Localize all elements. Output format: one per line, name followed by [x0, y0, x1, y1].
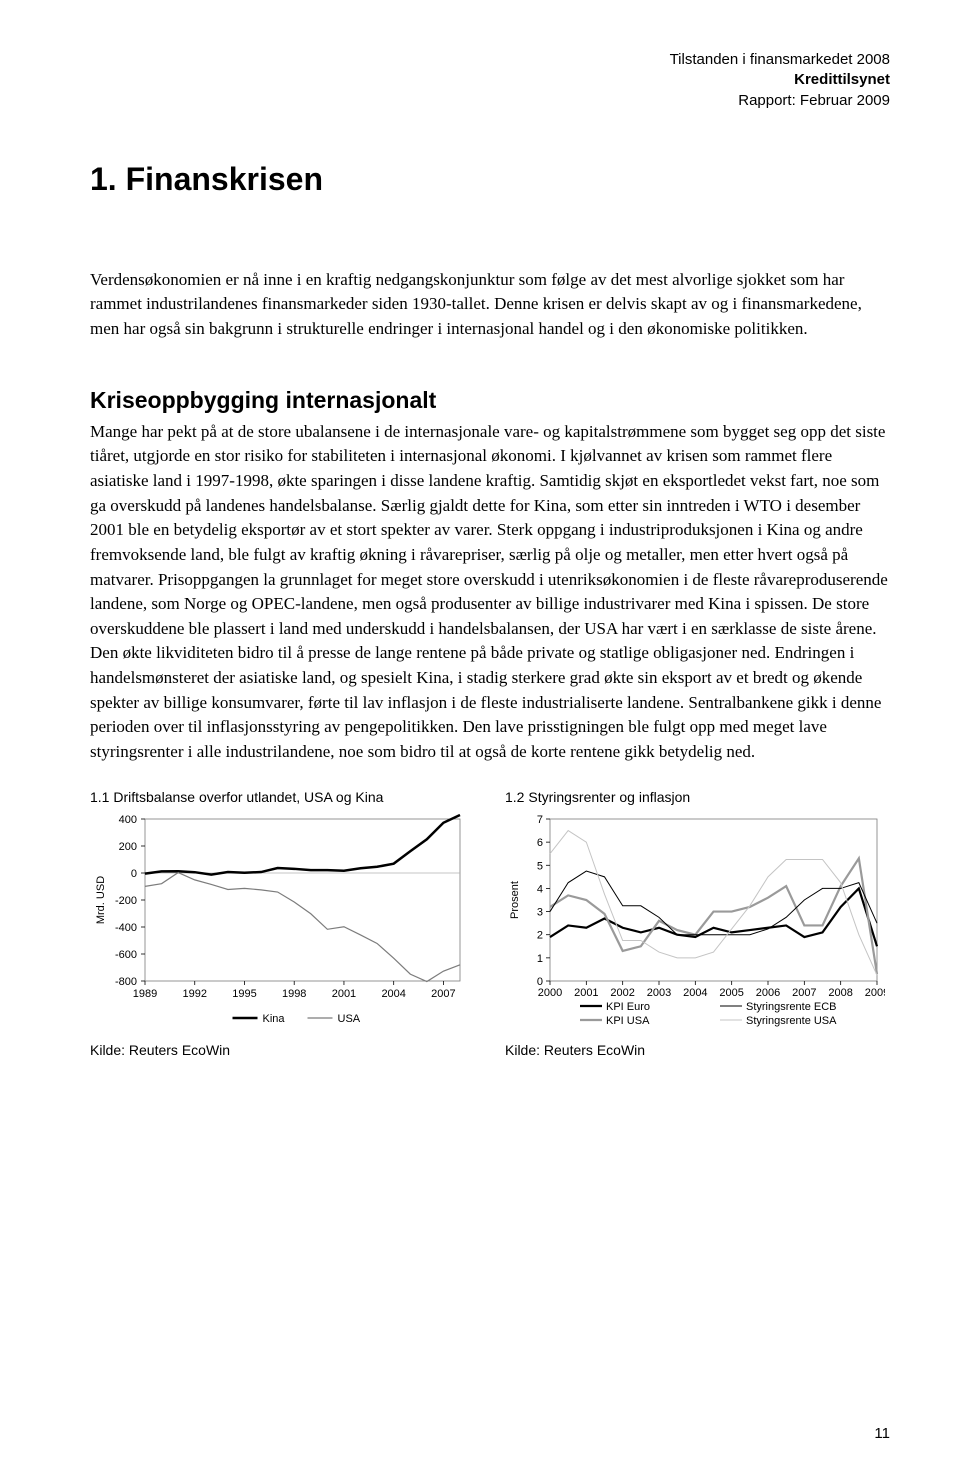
chapter-title: 1. Finanskrisen — [90, 161, 890, 198]
chart1-title: 1.1 Driftsbalanse overfor utlandet, USA … — [90, 789, 475, 805]
svg-text:2: 2 — [537, 929, 543, 941]
header-line2: Kredittilsynet — [90, 70, 890, 90]
svg-text:-200: -200 — [115, 895, 137, 907]
chart1-svg: -800 -600 -400 -200 0 200 400 1989 1992 1995 1998 2… — [90, 811, 470, 1036]
chart1-box: -800 -600 -400 -200 0 200 400 1989 1992 1995 1998 2… — [90, 811, 470, 1036]
chart1-column: 1.1 Driftsbalanse overfor utlandet, USA … — [90, 789, 475, 1058]
svg-text:Prosent: Prosent — [509, 881, 521, 919]
page-number: 11 — [874, 1425, 890, 1442]
svg-text:2009: 2009 — [865, 987, 885, 999]
svg-text:1: 1 — [537, 952, 543, 964]
svg-text:-400: -400 — [115, 922, 137, 934]
svg-text:3: 3 — [537, 906, 543, 918]
svg-text:2007: 2007 — [792, 987, 816, 999]
svg-text:2002: 2002 — [610, 987, 634, 999]
svg-text:400: 400 — [119, 814, 137, 826]
svg-text:4: 4 — [537, 883, 543, 895]
chart2-box: 0123456720002001200220032004200520062007… — [505, 811, 885, 1036]
chart2-source: Kilde: Reuters EcoWin — [505, 1042, 890, 1058]
svg-text:6: 6 — [537, 837, 543, 849]
svg-text:0: 0 — [131, 868, 137, 880]
svg-text:2001: 2001 — [574, 987, 598, 999]
svg-text:2000: 2000 — [538, 987, 562, 999]
svg-text:KPI USA: KPI USA — [606, 1015, 650, 1027]
header-line1: Tilstanden i finansmarkedet 2008 — [90, 50, 890, 70]
svg-text:2004: 2004 — [381, 988, 405, 1000]
svg-text:1995: 1995 — [232, 988, 256, 1000]
svg-text:2006: 2006 — [756, 987, 780, 999]
svg-text:1998: 1998 — [282, 988, 306, 1000]
svg-text:2005: 2005 — [719, 987, 743, 999]
svg-text:Styringsrente ECB: Styringsrente ECB — [746, 1001, 836, 1013]
svg-text:-800: -800 — [115, 976, 137, 988]
chart2-column: 1.2 Styringsrenter og inflasjon 01234567… — [505, 789, 890, 1058]
svg-text:2008: 2008 — [828, 987, 852, 999]
charts-row: 1.1 Driftsbalanse overfor utlandet, USA … — [90, 789, 890, 1058]
svg-text:2007: 2007 — [431, 988, 455, 1000]
svg-text:Kina: Kina — [263, 1013, 286, 1025]
header-line3: Rapport: Februar 2009 — [90, 91, 890, 111]
svg-text:KPI Euro: KPI Euro — [606, 1001, 650, 1013]
svg-text:Styringsrente USA: Styringsrente USA — [746, 1015, 837, 1027]
svg-text:200: 200 — [119, 841, 137, 853]
svg-text:USA: USA — [338, 1013, 361, 1025]
svg-text:1989: 1989 — [133, 988, 157, 1000]
svg-text:2003: 2003 — [647, 987, 671, 999]
chart1-source: Kilde: Reuters EcoWin — [90, 1042, 475, 1058]
svg-text:Mrd. USD: Mrd. USD — [95, 875, 107, 923]
section-title: Kriseoppbygging internasjonalt — [90, 387, 890, 414]
svg-text:5: 5 — [537, 860, 543, 872]
body-paragraph: Mange har pekt på at de store ubalansene… — [90, 420, 890, 765]
svg-text:2004: 2004 — [683, 987, 707, 999]
chart2-svg: 0123456720002001200220032004200520062007… — [505, 811, 885, 1036]
svg-text:1992: 1992 — [182, 988, 206, 1000]
svg-text:2001: 2001 — [332, 988, 356, 1000]
svg-text:7: 7 — [537, 814, 543, 826]
report-header: Tilstanden i finansmarkedet 2008 Kreditt… — [90, 50, 890, 111]
chart2-title: 1.2 Styringsrenter og inflasjon — [505, 789, 890, 805]
intro-paragraph: Verdensøkonomien er nå inne i en kraftig… — [90, 268, 890, 342]
svg-text:-600: -600 — [115, 949, 137, 961]
